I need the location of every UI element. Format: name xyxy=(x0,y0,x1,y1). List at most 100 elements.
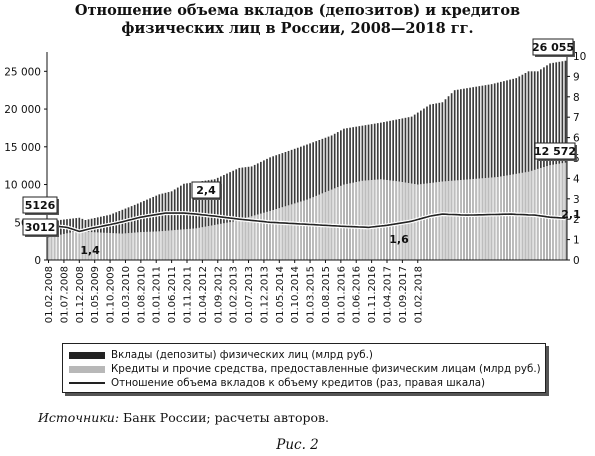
credit-bar xyxy=(60,234,62,260)
annotation-ratio-2011-box xyxy=(191,181,221,199)
credit-bar xyxy=(367,180,370,260)
deposit-bar xyxy=(438,102,441,260)
chart-legend: Вклады (депозиты) физических лиц (млрд р… xyxy=(62,343,546,393)
credit-bar xyxy=(370,180,373,260)
deposit-bar xyxy=(238,167,241,260)
credit-bar xyxy=(112,233,114,260)
legend-swatch-ratio xyxy=(69,382,105,384)
credit-bar xyxy=(561,163,564,260)
deposit-bar xyxy=(475,86,478,260)
credit-bar xyxy=(75,231,78,260)
x-axis-tick-label: 01.03.2010 xyxy=(121,266,132,323)
deposit-bar xyxy=(490,84,493,261)
credit-bar xyxy=(296,202,299,260)
credit-bar xyxy=(216,224,219,260)
x-axis-tick-label: 01.08.2010 xyxy=(136,266,147,323)
credit-bar xyxy=(229,222,231,260)
credit-bar xyxy=(355,182,358,260)
deposit-bar xyxy=(186,183,188,260)
deposit-bar xyxy=(176,187,179,260)
deposit-bar xyxy=(133,204,136,260)
credit-bar xyxy=(558,163,561,260)
deposit-bar xyxy=(284,152,287,260)
right-axis-tick-label: 2 xyxy=(573,214,580,226)
credit-bar xyxy=(183,229,185,260)
credit-bar xyxy=(256,214,259,260)
credit-bar xyxy=(186,229,188,260)
x-axis-tick-label: 01.12.2008 xyxy=(75,266,86,323)
legend-item-credits: Кредиты и прочие средства, предоставленн… xyxy=(69,362,541,376)
right-axis-tick-label: 7 xyxy=(573,112,580,124)
x-axis-tick-label: 01.03.2015 xyxy=(306,266,317,323)
credit-bar xyxy=(133,232,136,260)
deposit-bar xyxy=(266,158,268,260)
credit-bar xyxy=(349,183,351,260)
credit-bar xyxy=(260,213,262,260)
deposit-bar xyxy=(518,76,521,260)
right-axis-tick-label: 8 xyxy=(573,92,580,104)
credit-bar xyxy=(444,181,447,260)
credit-bar xyxy=(466,179,468,260)
deposit-bar xyxy=(515,78,518,260)
x-axis-tick-label: 01.01.2011 xyxy=(152,266,163,323)
credit-bar xyxy=(463,179,465,260)
credit-bar xyxy=(340,185,342,260)
deposit-bar xyxy=(555,62,558,260)
deposit-bar xyxy=(536,71,539,260)
deposit-bar xyxy=(235,169,238,260)
credit-bar xyxy=(487,177,490,260)
credit-bar xyxy=(149,231,151,260)
credit-bar xyxy=(346,183,348,260)
deposit-bar xyxy=(183,183,185,260)
deposit-bar xyxy=(263,160,265,260)
deposit-bar xyxy=(552,62,554,261)
credit-bar xyxy=(124,233,127,260)
left-axis-tick-label: 20 000 xyxy=(4,104,41,116)
chart-title: Отношение объема вкладов (депозитов) и к… xyxy=(0,2,595,38)
deposit-bar xyxy=(469,87,471,260)
deposit-bar xyxy=(543,67,545,260)
credit-bar xyxy=(213,224,216,260)
sources-note: Источники: Банк России; расчеты авторов. xyxy=(38,410,329,425)
deposit-bar xyxy=(272,156,274,260)
deposit-bar xyxy=(207,180,210,260)
deposit-bar xyxy=(195,181,198,260)
credit-bar xyxy=(287,205,290,260)
credit-bar xyxy=(140,232,142,260)
deposit-bar xyxy=(493,83,496,261)
annotation-ratio-min-2008: 1,4 xyxy=(80,244,100,257)
ratio-line xyxy=(48,212,566,233)
deposit-bar xyxy=(149,198,151,260)
chart-title-line-1: Отношение объема вкладов (депозитов) и к… xyxy=(74,2,521,19)
deposit-bar xyxy=(275,155,278,260)
deposit-bar xyxy=(487,84,490,261)
deposit-bar xyxy=(521,74,524,260)
credit-bar xyxy=(78,230,81,260)
credit-bar xyxy=(435,182,438,260)
deposit-bar xyxy=(204,180,207,260)
right-axis-tick-label: 4 xyxy=(573,173,580,185)
deposit-bar xyxy=(173,189,176,260)
right-axis-tick-label: 3 xyxy=(573,194,580,206)
credit-bar xyxy=(518,173,521,260)
legend-label-credits: Кредиты и прочие средства, предоставленн… xyxy=(111,363,541,375)
credit-bar xyxy=(460,180,462,260)
credit-bar xyxy=(564,162,567,260)
deposit-bar xyxy=(232,170,234,260)
credit-bar xyxy=(493,177,496,260)
credit-bar xyxy=(158,231,161,260)
left-axis-tick-label: 10 000 xyxy=(4,180,41,192)
credit-bar xyxy=(207,226,210,260)
annotation-ratio-2018: 2,1 xyxy=(561,208,581,221)
deposit-bar xyxy=(453,90,456,260)
x-axis-tick-label: 01.11.2011 xyxy=(183,266,194,323)
credit-bar xyxy=(84,231,87,260)
credit-bar xyxy=(167,230,170,260)
deposit-bar xyxy=(281,153,284,260)
deposit-bar xyxy=(143,200,145,260)
credit-bar xyxy=(416,184,419,260)
credit-bar xyxy=(241,218,244,260)
credit-bar xyxy=(290,204,293,260)
credit-bar xyxy=(72,231,74,260)
